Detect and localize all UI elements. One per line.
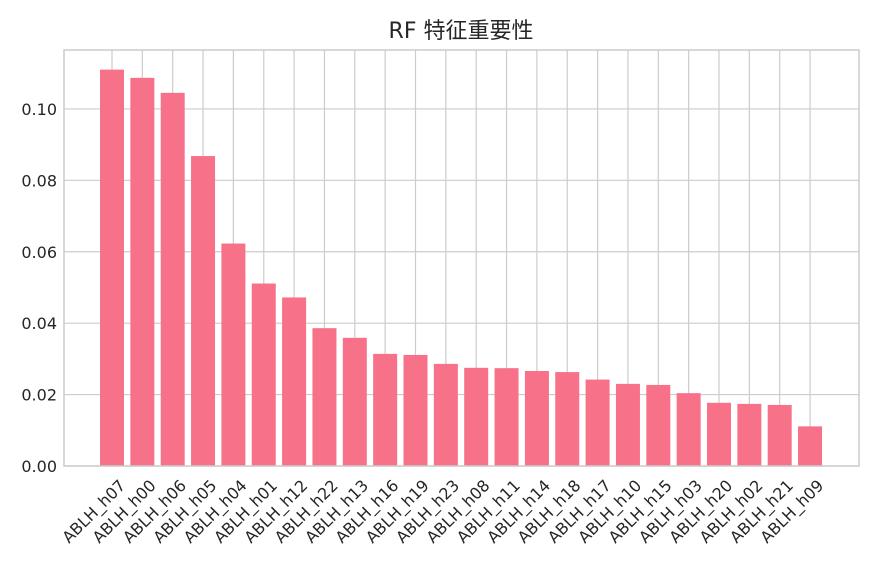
y-tick-label: 0.08 [21, 171, 57, 190]
bars-layer [100, 69, 823, 467]
bar-ablh-h12 [282, 297, 307, 466]
bar-ablh-h03 [676, 393, 701, 466]
y-tick-label: 0.02 [21, 386, 57, 405]
bar-ablh-h19 [403, 354, 428, 466]
bar-ablh-h18 [555, 372, 580, 466]
y-tick-label: 0.06 [21, 243, 57, 262]
bar-ablh-h20 [707, 402, 731, 466]
bar-ablh-h21 [767, 404, 792, 466]
bar-ablh-h15 [646, 384, 671, 466]
bar-ablh-h11 [494, 368, 519, 466]
bar-ablh-h06 [160, 92, 185, 466]
plot-frame [63, 49, 860, 467]
bar-ablh-h01 [251, 283, 276, 466]
x-axis-ticks: ABLH_h07ABLH_h00ABLH_h06ABLH_h05ABLH_h04… [58, 476, 828, 548]
bar-ablh-h10 [615, 383, 640, 466]
y-tick-label: 0.10 [21, 100, 57, 119]
bar-ablh-h22 [312, 328, 337, 466]
bar-ablh-h09 [798, 426, 823, 466]
y-axis-ticks: 0.00 0.02 0.04 0.06 0.08 0.10 [21, 100, 57, 476]
bar-ablh-h00 [130, 77, 155, 467]
bar-ablh-h13 [342, 337, 367, 466]
bar-ablh-h23 [433, 363, 458, 466]
bar-ablh-h05 [191, 156, 216, 466]
y-tick-label: 0.04 [21, 314, 57, 333]
bar-ablh-h16 [373, 353, 398, 466]
bar-ablh-h04 [221, 243, 246, 466]
bar-ablh-h08 [464, 367, 489, 466]
bar-ablh-h02 [737, 403, 762, 466]
bar-ablh-h07 [100, 69, 124, 466]
bar-ablh-h14 [524, 371, 549, 466]
y-tick-label: 0.00 [21, 457, 57, 476]
chart-title: RF 特征重要性 [389, 19, 534, 44]
bar-ablh-h17 [585, 379, 610, 466]
